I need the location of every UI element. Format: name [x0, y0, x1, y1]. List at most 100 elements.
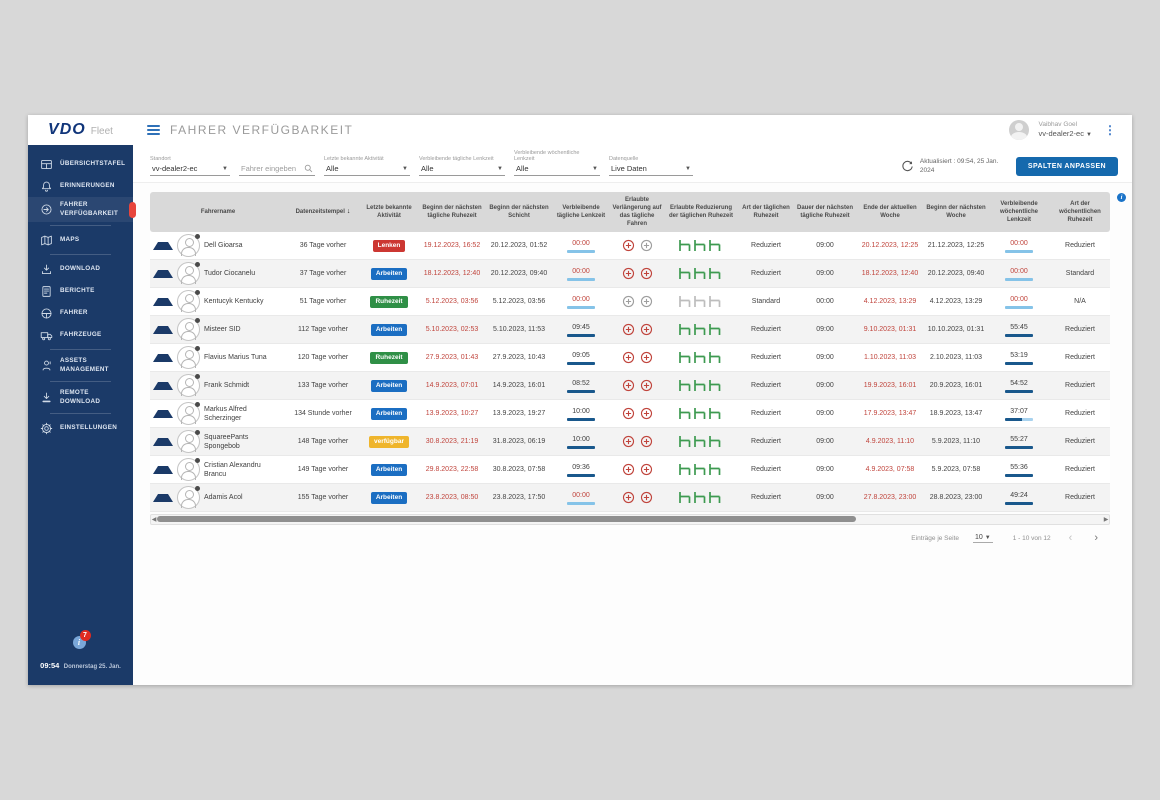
sidebar-item--bersichtstafel[interactable]: ÜBERSICHTSTAFEL — [28, 153, 133, 175]
column-header[interactable]: Erlaubte Reduzierung der täglichen Ruhez… — [668, 205, 733, 220]
adjust-columns-button[interactable]: SPALTEN ANPASSEN — [1015, 157, 1118, 176]
week-end-cell: 9.10.2023, 01:31 — [863, 326, 917, 334]
menu-icon[interactable] — [147, 123, 160, 137]
column-header[interactable]: Verbleibende tägliche Lenkzeit — [556, 205, 606, 220]
column-header[interactable]: Beginn der nächsten Woche — [926, 205, 986, 220]
daily-remaining-value: 09:05 — [572, 352, 590, 360]
sidebar-item-berichte[interactable]: BERICHTE — [28, 280, 133, 302]
user-menu[interactable]: Vaibhav Goel vv-dealer2-ec ▼ — [1039, 121, 1092, 140]
warning-icon — [153, 465, 173, 474]
standort-select[interactable]: vv-dealer2-ec ▼ — [150, 163, 230, 176]
column-header[interactable]: Fahrername — [200, 209, 236, 216]
driver-avatar[interactable] — [177, 318, 200, 342]
daily-remaining-value: 00:00 — [572, 296, 590, 304]
rest-begin-cell: 18.12.2023, 12:40 — [423, 270, 481, 278]
daily-filter-select[interactable]: Alle ▼ — [419, 163, 505, 176]
activity-badge: Lenken — [372, 239, 406, 253]
activity-filter-select[interactable]: Alle ▼ — [324, 163, 410, 176]
column-header[interactable]: Datenzeitstempel ↓ — [295, 208, 351, 216]
driver-avatar[interactable] — [177, 458, 200, 482]
reduction-bars-icon — [666, 406, 736, 421]
table-row[interactable]: Dell Gioarsa 36 Tage vorher Lenken 19.12… — [150, 232, 1110, 261]
driver-name: Markus Alfred Scherzinger — [204, 405, 247, 422]
table-row[interactable]: SquareePants Spongebob 148 Tage vorher v… — [150, 428, 1110, 457]
search-input[interactable]: Fahrer eingeben — [239, 163, 315, 176]
daily-rest-type-cell: Reduziert — [751, 326, 781, 334]
column-header[interactable]: Art der wöchentlichen Ruhezeit — [1059, 201, 1101, 224]
sidebar-item-maps[interactable]: MAPS — [28, 225, 133, 251]
table-row[interactable]: Adamis Acol 155 Tage vorher Arbeiten 23.… — [150, 484, 1110, 513]
warning-icon — [153, 297, 173, 306]
extension-clock-icon — [640, 323, 653, 336]
sidebar-item-einstellungen[interactable]: EINSTELLUNGEN — [28, 413, 133, 439]
column-header[interactable]: Verbleibende wöchentliche Lenkzeit — [999, 201, 1038, 224]
driver-avatar[interactable] — [177, 262, 200, 286]
daily-remaining-bar — [567, 334, 595, 337]
weekly-rest-type-cell: Reduziert — [1065, 382, 1095, 390]
sidebar-item-label: ERINNERUNGEN — [60, 181, 115, 189]
column-header[interactable]: Beginn der nächsten tägliche Ruhezeit — [422, 205, 482, 220]
column-header[interactable]: Ende der aktuellen Woche — [863, 205, 917, 220]
kebab-menu-icon[interactable]: ⋮ — [1104, 123, 1116, 137]
brand-name: VDO — [48, 121, 86, 138]
reduction-bars-icon — [666, 462, 736, 477]
activity-badge: Arbeiten — [370, 463, 408, 477]
driver-avatar[interactable] — [177, 486, 200, 510]
notifications-info-icon[interactable]: i 7 — [72, 630, 91, 649]
column-header[interactable]: Art der täglichen Ruhezeit — [742, 205, 790, 220]
driver-name: Flavius Marius Tuna — [204, 354, 267, 362]
sidebar-item-label: FAHRZEUGE — [60, 330, 102, 338]
status-dot — [195, 234, 200, 240]
sidebar-item-erinnerungen[interactable]: ERINNERUNGEN — [28, 175, 133, 197]
shift-begin-cell: 13.9.2023, 19:27 — [492, 410, 546, 418]
user-avatar[interactable] — [1008, 120, 1029, 140]
sort-descending-icon: ↓ — [346, 208, 351, 216]
table-row[interactable]: Markus Alfred Scherzinger 134 Stunde vor… — [150, 400, 1110, 429]
table-row[interactable]: Tudor Ciocanelu 37 Tage vorher Arbeiten … — [150, 260, 1110, 289]
driver-avatar[interactable] — [177, 430, 200, 454]
extension-clock-icon — [640, 435, 653, 448]
rest-duration-cell: 09:00 — [816, 466, 834, 474]
refresh-icon[interactable] — [901, 160, 914, 173]
rest-begin-cell: 5.10.2023, 02:53 — [425, 326, 479, 334]
sidebar-item-remote-download[interactable]: REMOTE DOWNLOAD — [28, 381, 133, 410]
weekly-filter-select[interactable]: Alle ▼ — [514, 163, 600, 176]
driver-avatar[interactable] — [177, 234, 200, 258]
table-row[interactable]: Cristian Alexandru Brancu 149 Tage vorhe… — [150, 456, 1110, 485]
source-filter-label: Datenquelle — [609, 156, 639, 162]
source-filter-select[interactable]: Live Daten ▼ — [609, 163, 693, 176]
drivers-table: Fahrername Datenzeitstempel ↓ Letzte bekann… — [133, 183, 1132, 513]
column-header[interactable]: Erlaubte Verlängerung auf das tägliche F… — [612, 197, 662, 228]
driver-avatar[interactable] — [177, 402, 200, 426]
column-header[interactable]: Letzte bekannte Aktivität — [366, 205, 412, 220]
column-header[interactable]: Dauer der nächsten tägliche Ruhezeit — [796, 205, 854, 220]
scroll-right-icon[interactable]: ▶ — [1103, 517, 1109, 524]
table-row[interactable]: Flavius Marius Tuna 120 Tage vorher Ruhe… — [150, 344, 1110, 373]
horizontal-scrollbar[interactable]: ◀ ▶ — [150, 514, 1110, 526]
activity-badge: Ruhezeit — [370, 351, 408, 365]
extension-clock-icon — [640, 379, 653, 392]
previous-page-button[interactable]: ‹ — [1068, 532, 1073, 545]
table-info-icon[interactable]: i — [1117, 193, 1126, 202]
driver-avatar[interactable] — [177, 374, 200, 398]
daily-remaining-value: 00:00 — [572, 240, 590, 248]
weekly-remaining-bar — [1005, 306, 1033, 309]
driver-avatar[interactable] — [177, 346, 200, 370]
driver-name: Cristian Alexandru Brancu — [204, 461, 261, 478]
table-row[interactable]: Misteer SID 112 Tage vorher Arbeiten 5.1… — [150, 316, 1110, 345]
sidebar-item-download[interactable]: DOWNLOAD — [28, 254, 133, 280]
sidebar-item-fahrzeuge[interactable]: FAHRZEUGE — [28, 324, 133, 346]
availability-icon — [40, 203, 53, 216]
scroll-left-icon[interactable]: ◀ — [151, 517, 157, 524]
daily-remaining-bar — [567, 446, 595, 449]
table-row[interactable]: Kentucyk Kentucky 51 Tage vorher Ruhezei… — [150, 288, 1110, 317]
scrollbar-thumb[interactable] — [157, 516, 857, 523]
sidebar-item-fahrer-verf-gbarkeit[interactable]: FAHRER VERFÜGBARKEIT — [28, 197, 136, 222]
next-page-button[interactable]: › — [1094, 532, 1098, 545]
driver-avatar[interactable] — [177, 290, 200, 314]
sidebar-item-assets-management[interactable]: ASSETS MANAGEMENT — [28, 349, 133, 378]
sidebar-item-fahrer[interactable]: FAHRER — [28, 302, 133, 324]
per-page-select[interactable]: 10 ▼ — [973, 533, 993, 543]
column-header[interactable]: Beginn der nächsten Schicht — [489, 205, 549, 220]
table-row[interactable]: Frank Schmidt 133 Tage vorher Arbeiten 1… — [150, 372, 1110, 401]
